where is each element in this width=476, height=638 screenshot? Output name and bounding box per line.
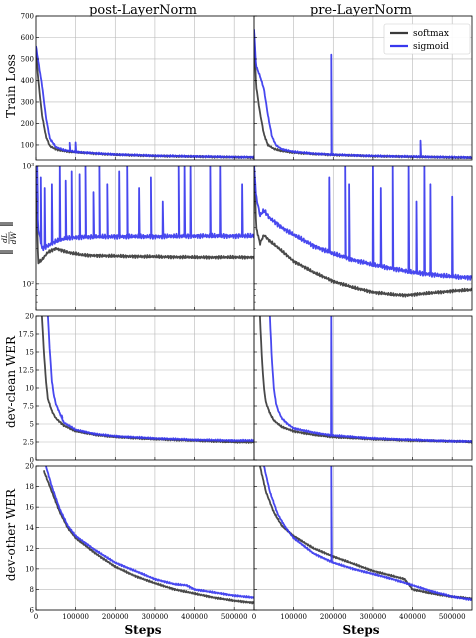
series-line-softmax-dev-other-wer-post-layernorm: [43, 470, 254, 605]
x-tick-label: 200000: [102, 613, 129, 621]
series-line-sigmoid-dev-other-wer-pre-layernorm: [263, 466, 472, 601]
axes-frame-train-loss-pre-layernorm: [253, 15, 473, 161]
y-tick-label: 10²: [22, 280, 34, 288]
plot-area-dev-clean-wer-pre-layernorm: [259, 316, 472, 444]
plot-area-train-loss-pre-layernorm: [254, 29, 472, 160]
y-tick-label: 10: [25, 385, 34, 393]
panel-dev-other-wer-post-layernorm: 6 8 10 12 14 16 18 20 0 100000 200000 300000 400000 5…: [25, 463, 255, 621]
plot-area-dev-other-wer-pre-layernorm: [259, 466, 472, 601]
panel-dev-other-wer-pre-layernorm: 0 100000 200000 300000 400000 500000: [252, 465, 473, 621]
y-tick-label: 18: [25, 483, 34, 491]
y-tick-label: 20: [25, 313, 34, 321]
grid-dl-dw-pre-layernorm: [253, 165, 472, 310]
y-tick-label: 400: [21, 77, 34, 85]
row-label-dev-other-wer: dev-other WER: [4, 488, 18, 581]
panel-dl-dw-post-layernorm: 10² 10³: [22, 163, 255, 311]
series-line-sigmoid-dev-clean-wer-pre-layernorm: [269, 316, 472, 444]
x-tick-label: 200000: [320, 613, 347, 621]
y-tick-label: 10: [25, 565, 34, 573]
legend-label-softmax: softmax: [413, 29, 449, 39]
y-tick-label: 12.5: [18, 367, 34, 375]
series-line-sigmoid-train-loss-pre-layernorm: [254, 29, 472, 160]
axes-frame-dev-other-wer-pre-layernorm: [253, 465, 473, 611]
y-tick-label: 500: [21, 55, 34, 63]
y-tick-label: 200: [21, 120, 34, 128]
y-tick-label: 7.5: [23, 403, 34, 411]
y-tick-label: 16: [25, 504, 34, 512]
x-tick-label: 500000: [439, 613, 466, 621]
column-title-post-layernorm: post-LayerNorm: [89, 3, 197, 18]
grad-denominator: dW: [9, 230, 18, 244]
plot-area-dev-clean-wer-post-layernorm: [41, 316, 254, 444]
panel-dev-clean-wer-post-layernorm: 0 2.5 5 7.5 10 12.5 15 17.5 20: [18, 313, 255, 465]
series-line-softmax-train-loss-post-layernorm: [36, 46, 254, 160]
series-line-softmax-dev-other-wer-pre-layernorm: [259, 466, 472, 600]
y-tick-label: 2.5: [23, 439, 34, 447]
y-tick-label: 8: [30, 586, 34, 594]
grad-numerator: dL: [0, 233, 9, 243]
norm-bar-left: ‖: [0, 249, 14, 256]
y-tick-label: 0: [30, 457, 34, 465]
plot-area-dl-dw-post-layernorm: [36, 166, 254, 265]
grid-dev-other-wer-pre-layernorm: [253, 465, 472, 611]
x-axis-label-pre: Steps: [343, 623, 380, 637]
panel-train-loss-post-layernorm: 100 200 300 400 500 600 700: [21, 13, 255, 161]
grid-train-loss-post-layernorm: [35, 15, 254, 160]
series-line-sigmoid-dev-clean-wer-post-layernorm: [47, 316, 254, 443]
y-tick-label: 10³: [22, 163, 34, 171]
series-line-sigmoid-train-loss-post-layernorm: [36, 45, 254, 159]
y-tick-label: 17.5: [18, 331, 34, 339]
x-tick-label: 100000: [280, 613, 307, 621]
y-tick-label: 14: [25, 524, 34, 532]
legend: softmax sigmoid: [383, 23, 471, 55]
series-line-softmax-dl-dw-pre-layernorm: [254, 166, 472, 298]
series-line-sigmoid-dl-dw-pre-layernorm: [254, 166, 472, 281]
row-label-grad-norm: ‖ dL dW ‖: [0, 221, 18, 256]
panels: 10020030040050060070010²10³02.557.51012.…: [18, 13, 473, 621]
column-title-pre-layernorm: pre-LayerNorm: [310, 3, 412, 18]
y-tick-label: 20: [25, 463, 34, 471]
y-tick-label: 12: [25, 545, 34, 553]
series-line-softmax-dev-clean-wer-pre-layernorm: [259, 316, 472, 444]
series-line-sigmoid-dev-other-wer-post-layernorm: [45, 466, 254, 599]
y-tick-label: 700: [21, 13, 34, 21]
axes-frame-dl-dw-pre-layernorm: [253, 165, 473, 311]
plot-area-dl-dw-pre-layernorm: [254, 166, 472, 298]
series-line-sigmoid-dl-dw-post-layernorm: [36, 166, 254, 252]
x-tick-label: 0: [34, 613, 38, 621]
x-tick-label: 100000: [62, 613, 89, 621]
y-tick-label: 600: [21, 34, 34, 42]
panel-dev-clean-wer-pre-layernorm: [253, 315, 473, 461]
y-tick-label: 6: [30, 607, 35, 615]
grid-dev-other-wer-post-layernorm: [35, 465, 254, 611]
norm-bar-right: ‖: [0, 221, 14, 228]
legend-label-sigmoid: sigmoid: [413, 42, 449, 52]
x-tick-label: 0: [252, 613, 256, 621]
y-tick-label: 15: [25, 349, 34, 357]
row-label-train-loss: Train Loss: [4, 54, 18, 118]
x-tick-label: 400000: [181, 613, 208, 621]
x-tick-label: 500000: [221, 613, 248, 621]
plot-area-dev-other-wer-post-layernorm: [43, 466, 254, 605]
series-line-softmax-dl-dw-post-layernorm: [36, 192, 254, 265]
panel-dl-dw-pre-layernorm: [253, 165, 473, 311]
y-tick-label: 100: [21, 141, 34, 149]
x-axis-label-post: Steps: [125, 623, 162, 637]
x-tick-label: 300000: [142, 613, 169, 621]
y-tick-label: 300: [21, 98, 34, 106]
y-tick-label: 5: [30, 421, 34, 429]
x-tick-label: 300000: [360, 613, 387, 621]
row-label-dev-clean-wer: dev-clean WER: [4, 335, 18, 428]
plot-area-train-loss-post-layernorm: [36, 45, 254, 160]
axes-frame-dev-other-wer-post-layernorm: [35, 465, 255, 611]
x-tick-label: 400000: [399, 613, 426, 621]
